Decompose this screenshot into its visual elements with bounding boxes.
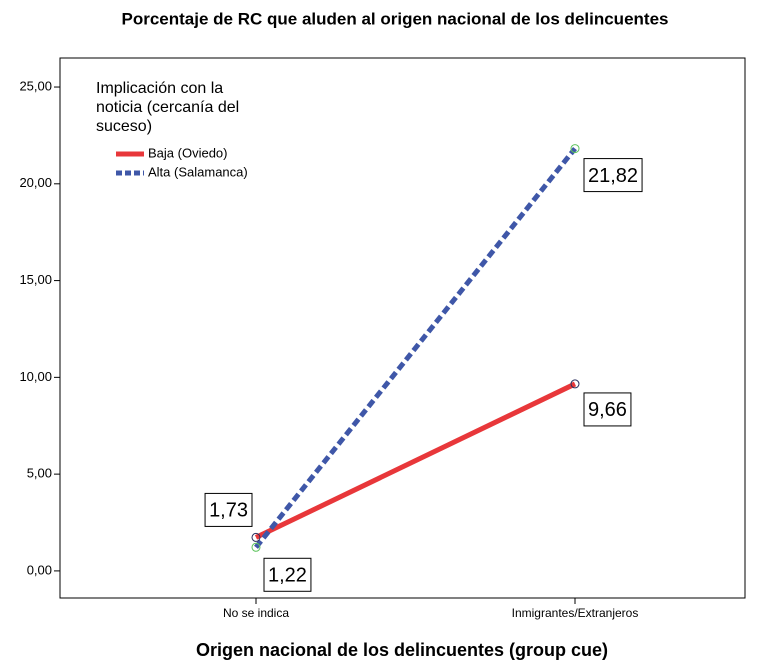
series-line bbox=[254, 381, 577, 540]
x-axis-label: Origen nacional de los delincuentes (gro… bbox=[196, 640, 608, 660]
value-label: 21,82 bbox=[588, 165, 638, 187]
point-marker bbox=[570, 144, 580, 154]
plot-frame bbox=[59, 57, 746, 599]
y-tick-label: 10,00 bbox=[19, 369, 52, 384]
series-line bbox=[254, 147, 577, 549]
x-tick-label: Inmigrantes/Extranjeros bbox=[512, 606, 639, 620]
y-tick-label: 15,00 bbox=[19, 272, 52, 287]
value-label: 1,73 bbox=[209, 500, 248, 522]
y-tick-label: 25,00 bbox=[19, 78, 52, 93]
legend-title: suceso) bbox=[96, 118, 152, 135]
legend-label: Alta (Salamanca) bbox=[148, 164, 248, 179]
legend-label: Baja (Oviedo) bbox=[148, 145, 227, 160]
legend-title: noticia (cercanía del bbox=[96, 99, 239, 116]
point-marker bbox=[251, 542, 261, 552]
x-tick-label: No se indica bbox=[223, 606, 289, 620]
point-marker bbox=[251, 532, 261, 542]
y-tick-label: 5,00 bbox=[27, 466, 52, 481]
point-marker bbox=[570, 379, 580, 389]
value-label-box bbox=[263, 557, 312, 592]
legend-title: Implicación con la bbox=[96, 80, 223, 97]
value-label: 9,66 bbox=[588, 399, 627, 421]
value-label-box bbox=[583, 392, 632, 427]
y-tick-label: 20,00 bbox=[19, 175, 52, 190]
value-label-box bbox=[583, 158, 643, 193]
chart-title: Porcentaje de RC que aluden al origen na… bbox=[122, 9, 669, 28]
value-label: 1,22 bbox=[268, 565, 307, 587]
value-label-box bbox=[204, 492, 253, 527]
y-tick-label: 0,00 bbox=[27, 562, 52, 577]
